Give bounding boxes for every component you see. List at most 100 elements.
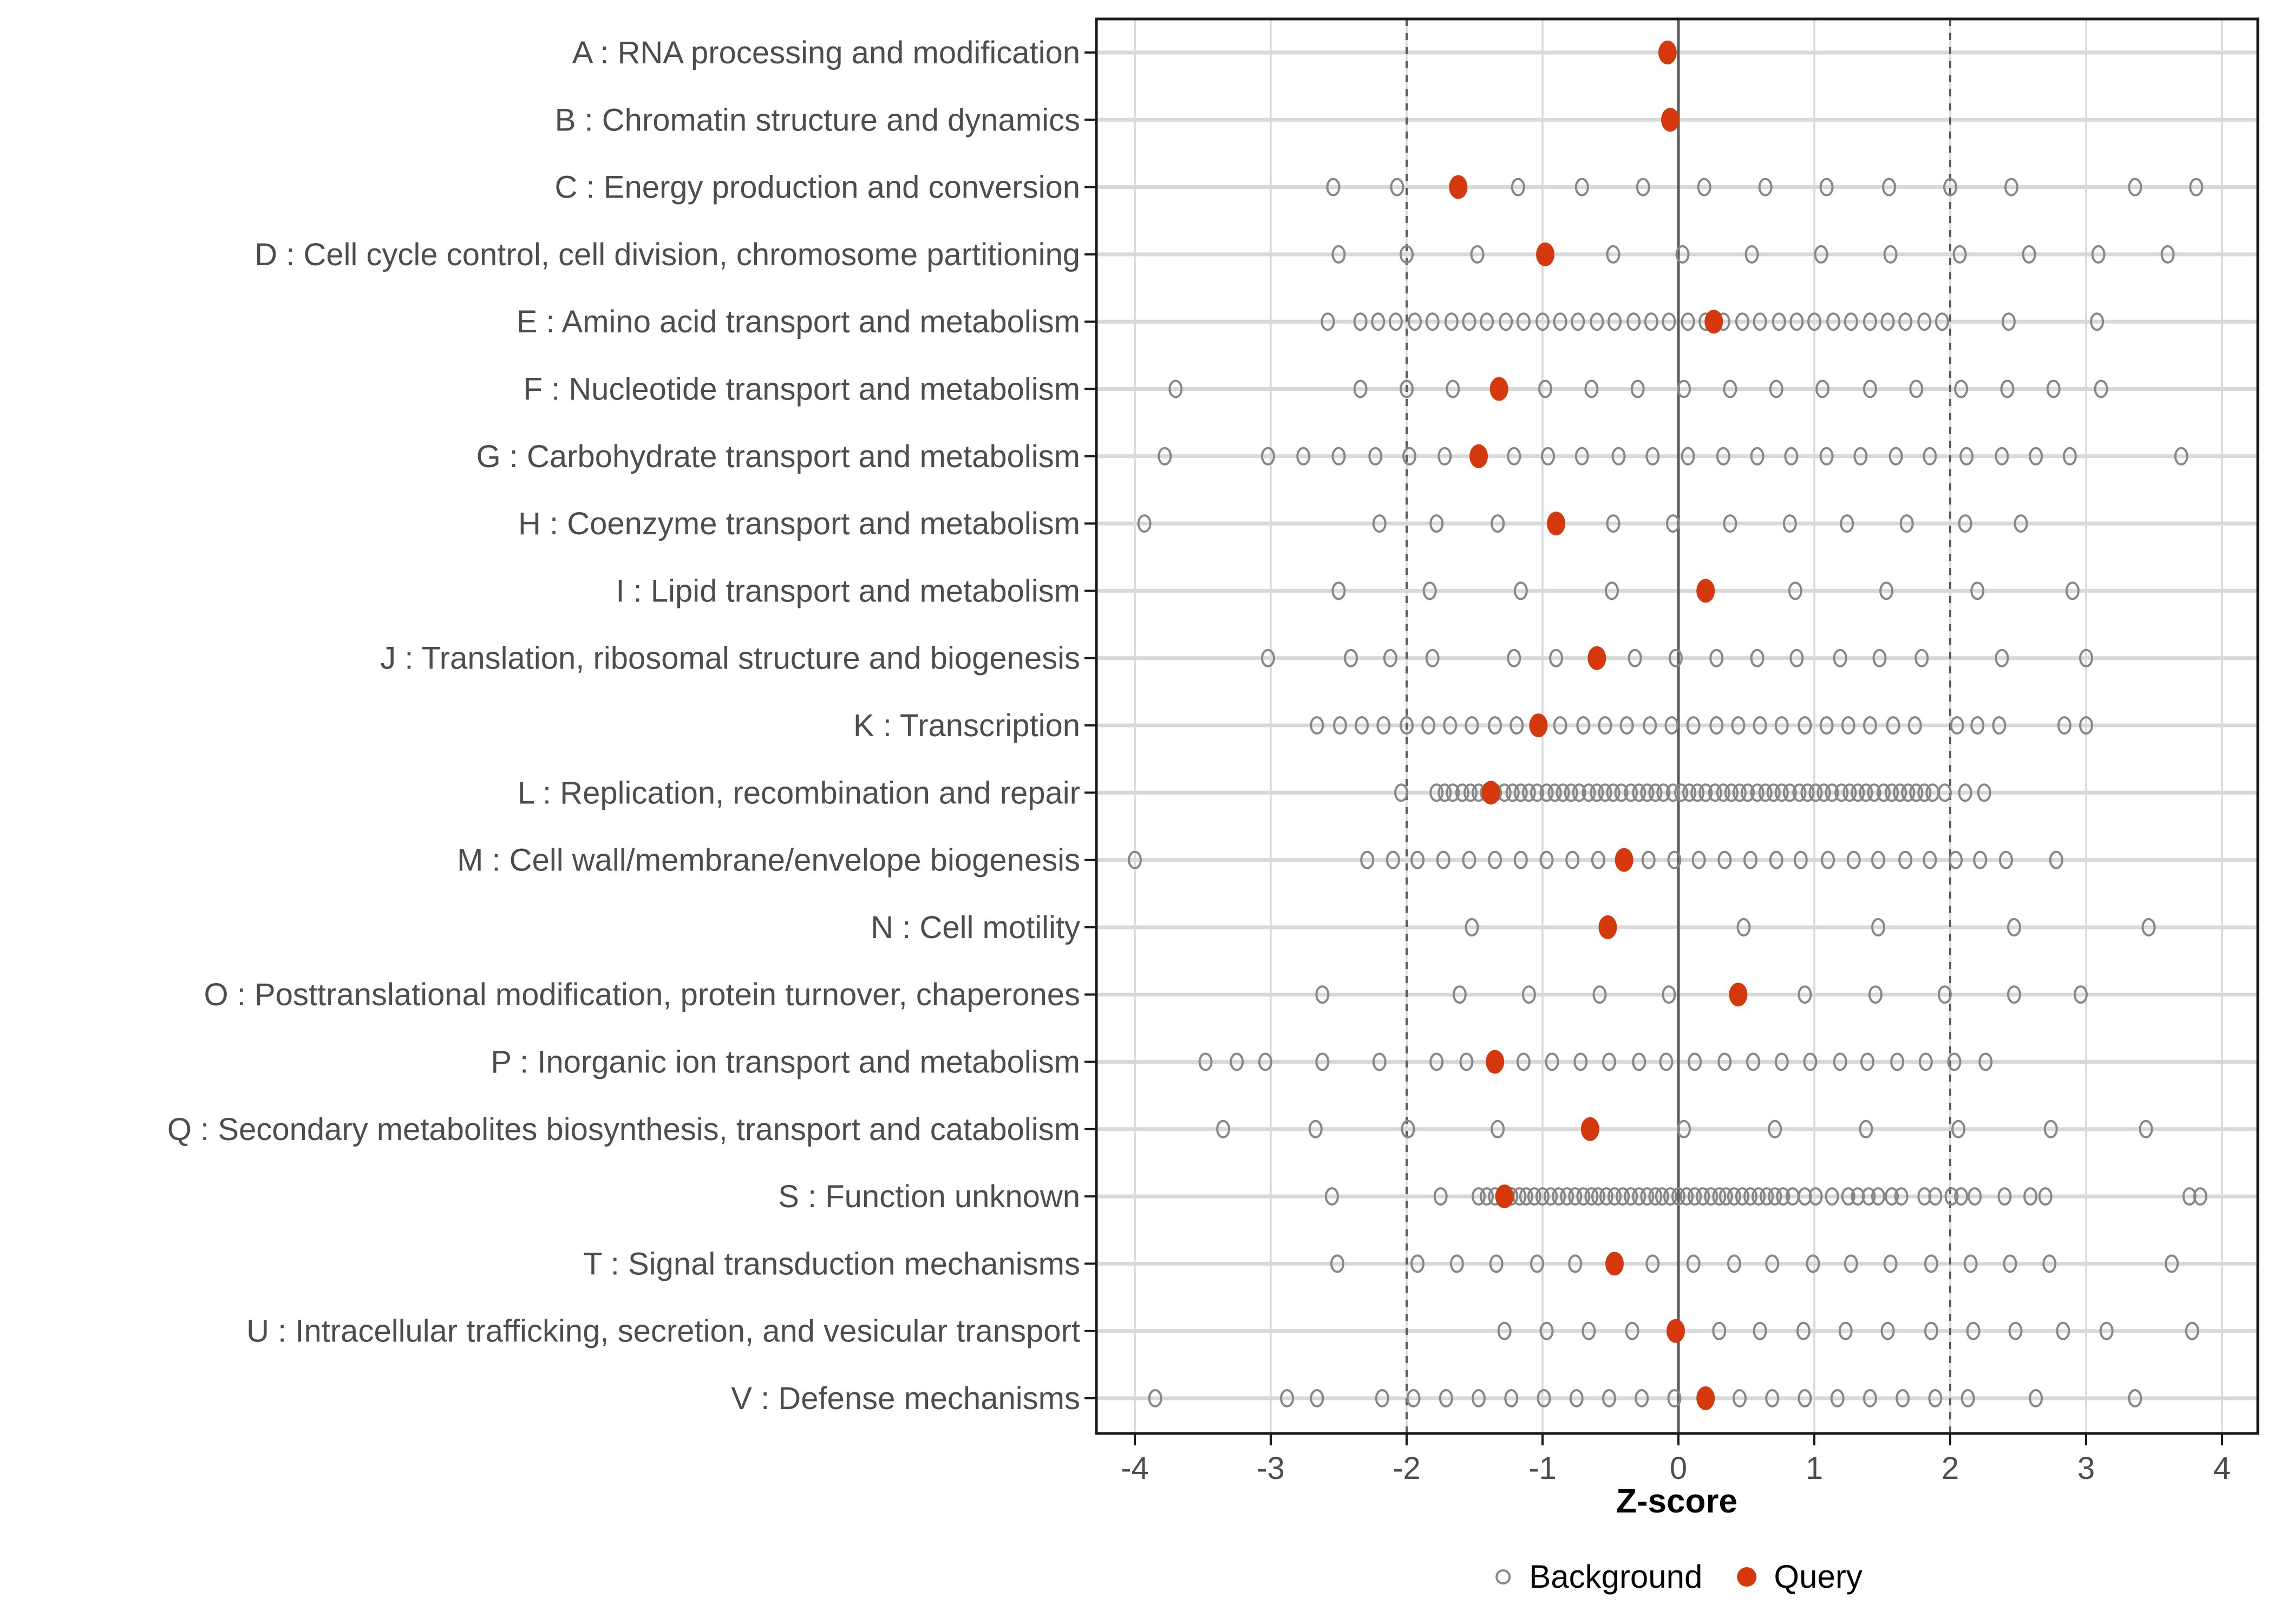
background-point xyxy=(1619,716,1634,735)
background-point xyxy=(1571,312,1585,331)
background-point xyxy=(1814,245,1828,264)
background-point xyxy=(1480,312,1494,331)
background-point xyxy=(1792,783,1807,802)
query-point xyxy=(1666,1319,1685,1343)
query-point xyxy=(1449,175,1468,199)
background-point xyxy=(1842,783,1857,802)
background-point xyxy=(1688,1052,1702,1071)
background-point xyxy=(1576,1187,1591,1206)
query-point xyxy=(1615,848,1633,872)
background-point xyxy=(1717,850,1732,869)
background-point xyxy=(1530,783,1544,802)
background-point xyxy=(1872,649,1887,667)
x-tick-label: 2 xyxy=(1942,1451,1959,1486)
background-point xyxy=(1789,649,1804,667)
background-point xyxy=(1547,783,1562,802)
background-point xyxy=(2141,918,2156,937)
background-point xyxy=(1917,312,1932,331)
background-point xyxy=(1753,716,1767,735)
background-point xyxy=(1723,379,1737,398)
background-point xyxy=(1885,783,1899,802)
background-point xyxy=(1899,514,1914,533)
background-point xyxy=(1645,447,1660,466)
background-point xyxy=(1507,447,1521,466)
category-label: A : RNA processing and modification xyxy=(572,35,1080,70)
background-point xyxy=(1465,918,1479,937)
background-point xyxy=(1863,379,1877,398)
background-point xyxy=(2014,514,2028,533)
background-point xyxy=(2049,850,2063,869)
background-point xyxy=(1883,1254,1898,1273)
background-point xyxy=(2029,447,2043,466)
background-point xyxy=(1572,783,1586,802)
background-point xyxy=(1462,850,1476,869)
query-point xyxy=(1486,1050,1505,1074)
background-point xyxy=(1606,245,1620,264)
background-point xyxy=(1394,783,1408,802)
legend-label-background: Background xyxy=(1529,1558,1703,1595)
background-point xyxy=(1310,1389,1324,1407)
background-point xyxy=(2165,1254,2179,1273)
background-point xyxy=(1331,245,1346,264)
background-point xyxy=(1825,1187,1839,1206)
category-label: S : Function unknown xyxy=(778,1179,1080,1214)
background-point xyxy=(1573,1052,1588,1071)
background-point xyxy=(1954,1187,1969,1206)
background-point xyxy=(1959,447,1974,466)
background-point xyxy=(1489,1254,1504,1273)
background-point xyxy=(1758,178,1773,197)
background-point xyxy=(1841,716,1855,735)
background-point xyxy=(1644,312,1658,331)
background-point xyxy=(1648,783,1663,802)
background-point xyxy=(1923,850,1937,869)
background-point xyxy=(1606,514,1620,533)
background-point xyxy=(1998,850,2013,869)
legend-item-query: Query xyxy=(1734,1558,1863,1595)
background-point xyxy=(1640,1187,1655,1206)
background-point xyxy=(1789,312,1804,331)
background-point xyxy=(1630,379,1645,398)
background-point xyxy=(1838,1321,1853,1340)
query-point xyxy=(1489,377,1508,401)
background-point xyxy=(1388,312,1403,331)
background-point xyxy=(1280,1389,1295,1407)
background-point xyxy=(1774,1052,1789,1071)
background-point xyxy=(1368,447,1383,466)
background-point xyxy=(1216,1119,1231,1138)
background-point xyxy=(1834,783,1849,802)
background-point xyxy=(1943,178,1957,197)
category-label: I : Lipid transport and metabolism xyxy=(616,573,1080,608)
background-point xyxy=(1576,716,1591,735)
query-point xyxy=(1536,242,1555,266)
background-point xyxy=(1995,447,2009,466)
background-point xyxy=(1821,850,1835,869)
background-point xyxy=(1917,783,1932,802)
background-point xyxy=(1315,1052,1330,1071)
background-point xyxy=(1645,1254,1660,1273)
background-point xyxy=(1504,1389,1519,1407)
background-point xyxy=(2008,1321,2023,1340)
background-point xyxy=(1846,850,1861,869)
background-point xyxy=(1924,1321,1938,1340)
background-point xyxy=(1260,649,1275,667)
background-point xyxy=(1880,1321,1895,1340)
background-point xyxy=(1732,1389,1747,1407)
background-point xyxy=(1743,850,1758,869)
background-point xyxy=(1677,379,1691,398)
background-point xyxy=(1853,447,1868,466)
background-point xyxy=(1750,447,1765,466)
background-point xyxy=(1914,649,1929,667)
background-point xyxy=(1709,649,1724,667)
background-point xyxy=(1753,1321,1767,1340)
background-point xyxy=(1885,1187,1899,1206)
background-point xyxy=(1198,1052,1213,1071)
background-point xyxy=(1800,783,1815,802)
background-point xyxy=(1898,850,1913,869)
category-label: G : Carbohydrate transport and metabolis… xyxy=(476,439,1080,474)
background-point xyxy=(1782,514,1797,533)
background-point xyxy=(1315,985,1330,1004)
background-point xyxy=(1861,1187,1876,1206)
background-point xyxy=(1662,312,1676,331)
background-point xyxy=(1951,1119,1966,1138)
background-point xyxy=(1565,850,1580,869)
